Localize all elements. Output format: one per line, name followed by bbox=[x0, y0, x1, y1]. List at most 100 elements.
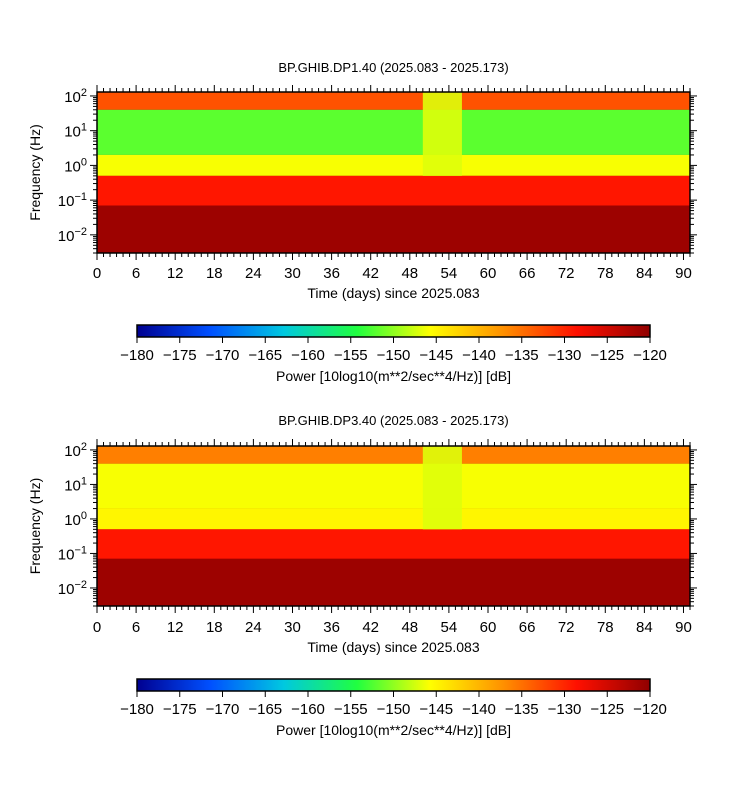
colorbar-tick-label: −155 bbox=[334, 701, 368, 718]
y-tick-base: 10 bbox=[64, 443, 81, 460]
y-tick-exponent: −2 bbox=[74, 579, 87, 591]
colorbar-tick-label: −150 bbox=[377, 701, 411, 718]
y-tick-label: 10−1 bbox=[58, 191, 87, 210]
power-band-2 bbox=[97, 109, 690, 155]
plot-area bbox=[97, 92, 690, 253]
x-tick-label: 18 bbox=[206, 265, 223, 282]
y-tick-exponent: −2 bbox=[74, 226, 87, 238]
colorbar-tick-label: −165 bbox=[248, 347, 282, 364]
y-tick-base: 10 bbox=[58, 546, 75, 563]
colorbar-tick-label: −145 bbox=[419, 347, 453, 364]
colorbar-label: Power [10log10(m**2/sec**4/Hz)] [dB] bbox=[276, 722, 511, 738]
y-tick-label: 100 bbox=[64, 156, 87, 175]
colorbar-tick-label: −140 bbox=[462, 347, 496, 364]
spectrogram-panel-1: BP.GHIB.DP1.40 (2025.083 - 2025.173)0 6 12… bbox=[27, 60, 697, 384]
y-tick-base: 10 bbox=[58, 193, 75, 210]
chart-title: BP.GHIB.DP1.40 (2025.083 - 2025.173) bbox=[278, 60, 508, 75]
plot-frame bbox=[96, 91, 691, 254]
y-axis-label: Frequency (Hz) bbox=[27, 124, 43, 220]
y-tick-base: 10 bbox=[64, 512, 81, 529]
colorbar: −180 −175 −170 −165 −160 −155 −150 −145 −140 −135… bbox=[120, 324, 667, 384]
x-tick-label: 36 bbox=[323, 619, 340, 636]
y-tick-label: 10−1 bbox=[58, 544, 87, 563]
data-gap bbox=[422, 446, 462, 530]
spectrogram-panel-2: BP.GHIB.DP3.40 (2025.083 - 2025.173)0 6 12… bbox=[27, 413, 697, 738]
y-tick-label: 101 bbox=[64, 475, 87, 494]
x-tick-label: 78 bbox=[597, 619, 614, 636]
y-tick-label: 102 bbox=[64, 87, 87, 106]
y-tick-base: 10 bbox=[58, 228, 75, 245]
x-tick-label: 24 bbox=[245, 619, 262, 636]
y-tick-exponent: 0 bbox=[81, 510, 87, 522]
colorbar-tick-label: −175 bbox=[163, 347, 197, 364]
x-tick-label: 0 bbox=[93, 265, 101, 282]
x-tick-label: 48 bbox=[401, 265, 418, 282]
chart-title: BP.GHIB.DP3.40 (2025.083 - 2025.173) bbox=[278, 413, 508, 428]
colorbar-tick-label: −170 bbox=[206, 347, 240, 364]
power-band-4 bbox=[97, 529, 690, 559]
y-tick-exponent: 0 bbox=[81, 156, 87, 168]
colorbar-tick-label: −150 bbox=[377, 347, 411, 364]
power-band-3 bbox=[97, 154, 690, 176]
colorbar-tick-label: −180 bbox=[120, 701, 154, 718]
x-tick-label: 48 bbox=[401, 619, 418, 636]
y-tick-exponent: −1 bbox=[74, 191, 87, 203]
x-tick-label: 54 bbox=[441, 265, 458, 282]
x-tick-label: 42 bbox=[362, 619, 379, 636]
y-tick-exponent: −1 bbox=[74, 544, 87, 556]
y-tick-base: 10 bbox=[64, 89, 81, 106]
x-tick-label: 72 bbox=[558, 619, 575, 636]
x-tick-label: 84 bbox=[636, 265, 653, 282]
x-tick-label: 90 bbox=[675, 265, 692, 282]
colorbar-tick-label: −135 bbox=[505, 347, 539, 364]
plot-frame bbox=[96, 445, 691, 607]
x-tick-label: 54 bbox=[441, 619, 458, 636]
colorbar-label: Power [10log10(m**2/sec**4/Hz)] [dB] bbox=[276, 368, 511, 384]
x-tick-label: 60 bbox=[480, 619, 497, 636]
y-axis-label: Frequency (Hz) bbox=[27, 478, 43, 574]
power-band-1 bbox=[97, 446, 690, 464]
y-tick-base: 10 bbox=[58, 581, 75, 598]
colorbar-tick-label: −125 bbox=[590, 347, 624, 364]
colorbar-gradient bbox=[136, 678, 651, 692]
colorbar-tick-label: −125 bbox=[590, 701, 624, 718]
colorbar-tick-label: −155 bbox=[334, 347, 368, 364]
colorbar-tick-label: −140 bbox=[462, 701, 496, 718]
y-tick-base: 10 bbox=[64, 477, 81, 494]
x-tick-label: 60 bbox=[480, 265, 497, 282]
colorbar-tick-label: −165 bbox=[248, 701, 282, 718]
colorbar-tick-label: −120 bbox=[633, 701, 667, 718]
x-tick-label: 30 bbox=[284, 619, 301, 636]
data-gap bbox=[422, 92, 462, 176]
colorbar-tick-label: −135 bbox=[505, 701, 539, 718]
plot-area bbox=[97, 446, 690, 606]
x-tick-label: 6 bbox=[132, 619, 140, 636]
x-tick-label: 84 bbox=[636, 619, 653, 636]
x-tick-label: 90 bbox=[675, 619, 692, 636]
x-axis-label: Time (days) since 2025.083 bbox=[307, 639, 479, 655]
y-tick-exponent: 1 bbox=[81, 122, 87, 134]
x-tick-label: 24 bbox=[245, 265, 262, 282]
x-tick-label: 6 bbox=[132, 265, 140, 282]
y-tick-exponent: 1 bbox=[81, 475, 87, 487]
x-tick-label: 66 bbox=[519, 619, 536, 636]
x-axis-label: Time (days) since 2025.083 bbox=[307, 285, 479, 301]
colorbar-tick-label: −120 bbox=[633, 347, 667, 364]
colorbar-tick-label: −170 bbox=[206, 701, 240, 718]
power-band-5 bbox=[97, 558, 690, 606]
power-band-1 bbox=[97, 92, 690, 110]
y-tick-exponent: 2 bbox=[81, 87, 87, 99]
colorbar: −180 −175 −170 −165 −160 −155 −150 −145 −140 −135… bbox=[120, 678, 667, 738]
x-tick-label: 12 bbox=[167, 619, 184, 636]
y-tick-exponent: 2 bbox=[81, 441, 87, 453]
x-tick-label: 66 bbox=[519, 265, 536, 282]
colorbar-gradient bbox=[136, 324, 651, 338]
y-tick-label: 10−2 bbox=[58, 226, 87, 245]
y-tick-base: 10 bbox=[64, 158, 81, 175]
x-tick-label: 0 bbox=[93, 619, 101, 636]
y-tick-label: 101 bbox=[64, 122, 87, 141]
x-tick-label: 36 bbox=[323, 265, 340, 282]
x-tick-label: 30 bbox=[284, 265, 301, 282]
x-tick-label: 18 bbox=[206, 619, 223, 636]
